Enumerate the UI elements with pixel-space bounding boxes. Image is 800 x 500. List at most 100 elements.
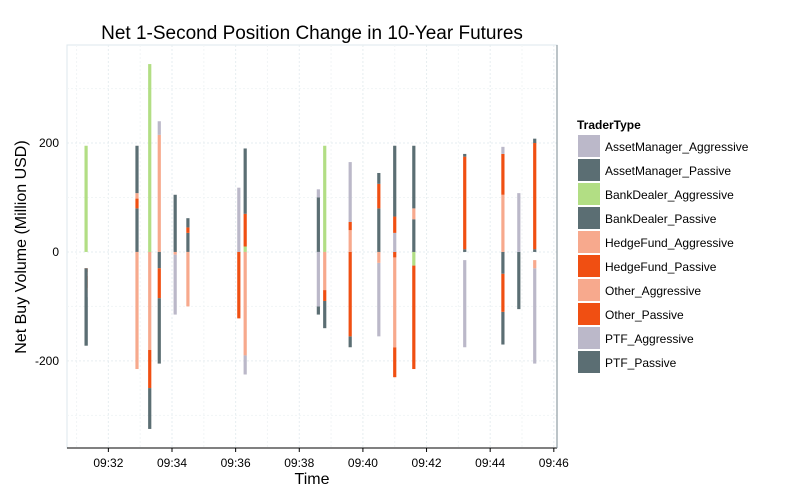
bar-segment <box>393 257 397 348</box>
bar-segment <box>237 251 241 319</box>
y-axis-ticks: -200 0 200 <box>35 136 59 368</box>
x-tick-label: 09:38 <box>284 456 314 470</box>
bar-segment <box>393 145 397 217</box>
bar-segment <box>501 273 505 312</box>
bar-segment <box>157 134 161 252</box>
bar-stacks <box>84 64 537 429</box>
bar-segment <box>348 230 352 252</box>
bar-segment <box>135 193 139 199</box>
bar-segment <box>463 156 467 250</box>
legend: TraderType AssetManager_Aggressive AssetM… <box>577 118 749 373</box>
bar-segment <box>501 251 505 274</box>
x-tick-label: 09:32 <box>93 456 123 470</box>
x-tick-label: 09:42 <box>412 456 442 470</box>
bar-segment <box>412 251 416 266</box>
bar-segment <box>316 197 320 252</box>
bar-segment <box>377 183 381 209</box>
legend-swatch <box>578 183 600 205</box>
bar-segment <box>393 251 397 258</box>
legend-swatch <box>578 207 600 229</box>
legend-label: Other_Passive <box>605 308 684 322</box>
x-tick-label: 09:40 <box>348 456 378 470</box>
bar-segment <box>135 208 139 252</box>
bar-segment <box>323 251 327 291</box>
bar-segment <box>157 251 161 269</box>
legend-swatch <box>578 327 600 349</box>
bar-segment <box>316 251 320 307</box>
bar-segment <box>173 254 177 315</box>
bar-segment <box>463 260 467 348</box>
bar-segment <box>501 311 505 345</box>
bar-segment <box>84 145 88 252</box>
bar-segment <box>316 189 320 198</box>
bar-segment <box>186 251 190 307</box>
bar-segment <box>243 355 247 375</box>
bar-segment <box>316 306 320 315</box>
bar-segment <box>157 121 161 135</box>
bar-segment <box>348 221 352 231</box>
bar-segment <box>186 232 190 252</box>
legend-swatch <box>578 135 600 157</box>
legend-label: AssetManager_Passive <box>605 164 731 178</box>
bar-segment <box>173 251 177 255</box>
bar-segment <box>135 145 139 194</box>
x-axis-ticks: 09:32 09:34 09:36 09:38 09:40 09:42 09:44 09:46 <box>93 448 569 470</box>
bar-segment <box>348 336 352 348</box>
bar-segment <box>377 251 381 263</box>
x-tick-label: 09:46 <box>539 456 569 470</box>
bar-segment <box>348 162 352 222</box>
legend-swatch <box>578 159 600 181</box>
bar-segment <box>243 213 247 247</box>
bar-segment <box>533 138 537 144</box>
bar-segment <box>393 216 397 233</box>
bar-segment <box>323 300 327 329</box>
y-tick-label: -200 <box>35 354 59 368</box>
x-tick-label: 09:44 <box>475 456 505 470</box>
bar-segment <box>237 187 241 252</box>
legend-label: HedgeFund_Aggressive <box>605 236 734 250</box>
bar-segment <box>533 143 537 250</box>
bar-segment <box>533 268 537 364</box>
bar-segment <box>135 251 139 370</box>
bar-segment <box>501 194 505 252</box>
bar-segment <box>157 298 161 364</box>
legend-label: HedgeFund_Passive <box>605 260 717 274</box>
legend-swatch <box>578 231 600 253</box>
bar-segment <box>84 297 88 346</box>
bar-segment <box>393 347 397 378</box>
bar-segment <box>412 208 416 220</box>
legend-swatch <box>578 279 600 301</box>
bar-segment <box>517 193 521 252</box>
bar-segment <box>323 290 327 301</box>
bar-segment <box>393 232 397 252</box>
bar-segment <box>501 146 505 154</box>
bar-segment <box>148 64 152 252</box>
bar-segment <box>173 194 177 252</box>
bar-segment <box>412 145 416 209</box>
bar-segment <box>323 145 327 252</box>
y-tick-label: 200 <box>39 136 59 150</box>
bar-segment <box>412 265 416 370</box>
bar-segment <box>148 251 152 350</box>
bar-segment <box>148 388 152 429</box>
bar-segment <box>501 153 505 195</box>
bar-segment <box>463 153 467 157</box>
legend-swatch <box>578 255 600 277</box>
bar-segment <box>243 251 247 356</box>
bar-segment <box>412 219 416 252</box>
x-tick-label: 09:34 <box>157 456 187 470</box>
bar-segment <box>186 227 190 233</box>
bar-segment <box>348 251 352 337</box>
y-tick-label: 0 <box>52 245 59 259</box>
legend-title: TraderType <box>577 118 641 132</box>
bar-segment <box>517 251 521 310</box>
bar-segment <box>377 172 381 184</box>
legend-label: BankDealer_Passive <box>605 212 717 226</box>
chart-title: Net 1-Second Position Change in 10-Year … <box>101 23 523 44</box>
bar-segment <box>377 262 381 337</box>
legend-label: Other_Aggressive <box>605 284 701 298</box>
bar-segment <box>135 198 139 209</box>
bar-segment <box>186 218 190 228</box>
bar-segment <box>243 246 247 252</box>
legend-label: BankDealer_Aggressive <box>605 188 734 202</box>
